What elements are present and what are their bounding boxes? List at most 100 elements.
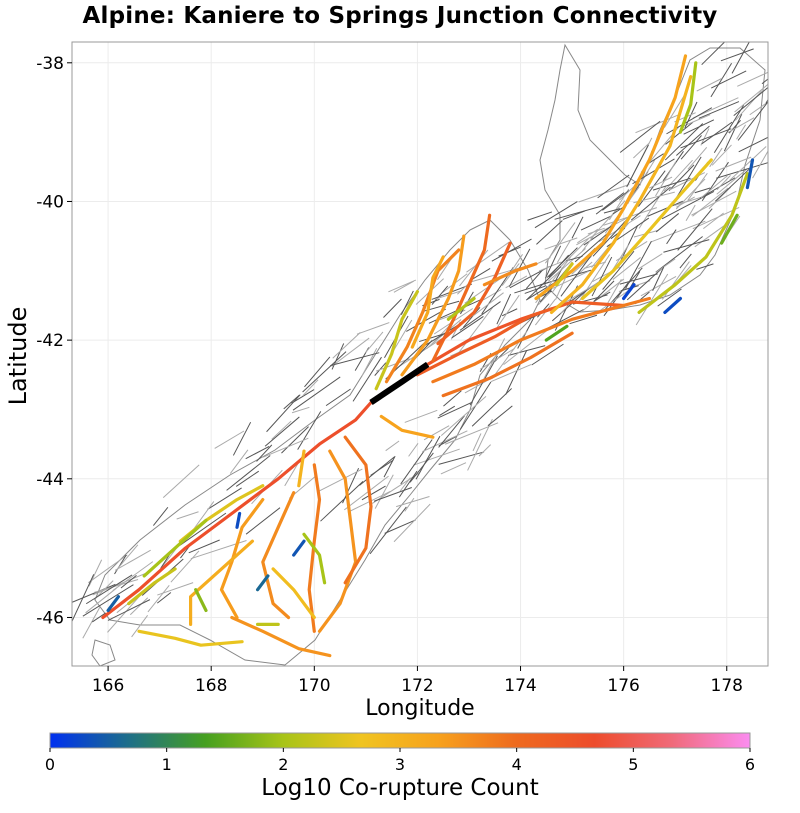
background-fault-trace	[501, 308, 518, 317]
background-fault-trace	[711, 144, 732, 166]
background-fault-trace	[398, 470, 418, 498]
y-axis-ticks: -38 -40 -42 -44 -46	[36, 54, 72, 628]
background-fault-trace	[562, 210, 586, 220]
background-fault-trace	[385, 440, 400, 452]
background-fault-trace	[663, 159, 693, 192]
background-fault-trace	[700, 177, 736, 199]
background-fault-trace	[72, 574, 95, 623]
background-fault-trace	[537, 291, 551, 306]
background-fault-trace	[85, 574, 133, 605]
colorbar-tick-label: 3	[395, 755, 405, 774]
background-fault-trace	[404, 497, 415, 512]
background-fault-trace	[556, 239, 571, 263]
background-fault-trace	[361, 485, 386, 501]
background-fault-trace	[551, 288, 589, 322]
background-fault-trace	[471, 388, 513, 427]
x-axis-label: Longitude	[365, 696, 475, 721]
background-fault-trace	[72, 583, 116, 603]
background-fault-trace	[396, 496, 430, 508]
source-fault-group	[369, 361, 430, 405]
background-fault-trace	[551, 270, 589, 290]
fault-trace	[379, 414, 435, 439]
background-fault-trace	[694, 225, 725, 248]
background-fault-trace	[716, 168, 748, 195]
background-fault-trace	[256, 444, 273, 462]
background-fault-trace	[710, 70, 747, 89]
fault-trace	[194, 588, 208, 613]
background-fault-trace	[737, 101, 768, 141]
background-fault-trace	[92, 571, 149, 596]
fault-trace	[261, 491, 296, 620]
background-fault-trace	[679, 253, 692, 269]
background-fault-trace	[602, 190, 630, 211]
background-fault-trace	[661, 191, 715, 220]
background-fault-trace	[129, 597, 149, 616]
background-fault-trace	[776, 61, 793, 78]
background-fault-trace	[544, 237, 578, 250]
background-fault-trace	[709, 147, 723, 168]
background-fault-trace	[676, 196, 695, 208]
background-fault-trace	[698, 101, 740, 119]
background-fault-trace	[85, 587, 117, 614]
background-fault-trace	[152, 506, 169, 526]
background-fault-trace	[439, 405, 456, 417]
background-fault-trace	[451, 316, 484, 339]
coastline-stewart-island	[91, 639, 116, 666]
background-fault-trace	[271, 420, 292, 440]
background-fault-trace	[245, 507, 281, 535]
background-fault-trace	[438, 451, 485, 465]
background-fault-trace	[94, 579, 139, 593]
fault-trace	[446, 296, 476, 321]
background-fault-trace	[603, 208, 621, 214]
background-fault-trace	[413, 448, 460, 466]
background-fault-trace	[612, 257, 641, 280]
background-fault-trace	[714, 168, 750, 202]
background-fault-trace	[548, 267, 563, 294]
background-fault-trace	[496, 293, 512, 325]
background-fault-trace	[437, 401, 473, 419]
background-fault-trace	[440, 396, 487, 437]
fault-trace	[549, 75, 693, 314]
background-fault-trace	[107, 595, 140, 633]
background-fault-trace	[554, 205, 604, 220]
colorbar-tick-label: 5	[628, 755, 638, 774]
x-tick-label: 170	[298, 676, 330, 696]
fault-trace	[271, 567, 316, 620]
background-fault-trace	[647, 200, 684, 217]
background-fault-trace	[534, 201, 578, 229]
background-fault-trace	[487, 405, 513, 427]
fault-trace	[142, 518, 208, 578]
background-fault-trace	[569, 314, 598, 325]
background-fault-trace	[683, 114, 711, 127]
background-fault-trace	[343, 475, 389, 511]
fault-trace	[384, 248, 461, 384]
background-fault-trace	[157, 582, 194, 596]
background-fault-trace	[728, 146, 767, 182]
background-fault-trace	[696, 77, 723, 92]
background-fault-trace	[264, 416, 300, 447]
x-tick-label: 178	[711, 676, 743, 696]
background-fault-trace	[657, 288, 682, 307]
background-fault-trace	[734, 83, 768, 113]
background-fault-trace	[687, 172, 708, 201]
fault-trace	[745, 158, 755, 190]
background-fault-trace	[297, 411, 322, 450]
background-fault-trace	[229, 449, 249, 474]
background-fault-trace	[563, 281, 599, 304]
background-fault-trace	[342, 467, 360, 504]
background-fault-trace	[538, 261, 562, 272]
y-tick-label: -38	[36, 54, 64, 74]
background-fault-trace	[652, 177, 691, 191]
background-fault-trace	[626, 264, 666, 301]
background-fault-trace	[352, 356, 382, 402]
background-fault-trace	[207, 487, 242, 510]
fault-trace	[219, 498, 265, 620]
background-fault-trace	[700, 128, 710, 146]
background-fault-trace	[88, 559, 103, 587]
background-fault-trace	[655, 213, 680, 233]
background-fault-trace	[580, 215, 612, 231]
background-fault-trace	[302, 379, 319, 397]
rupture-faults	[101, 54, 755, 658]
background-fault-trace	[359, 456, 395, 486]
background-fault-trace	[120, 575, 137, 589]
